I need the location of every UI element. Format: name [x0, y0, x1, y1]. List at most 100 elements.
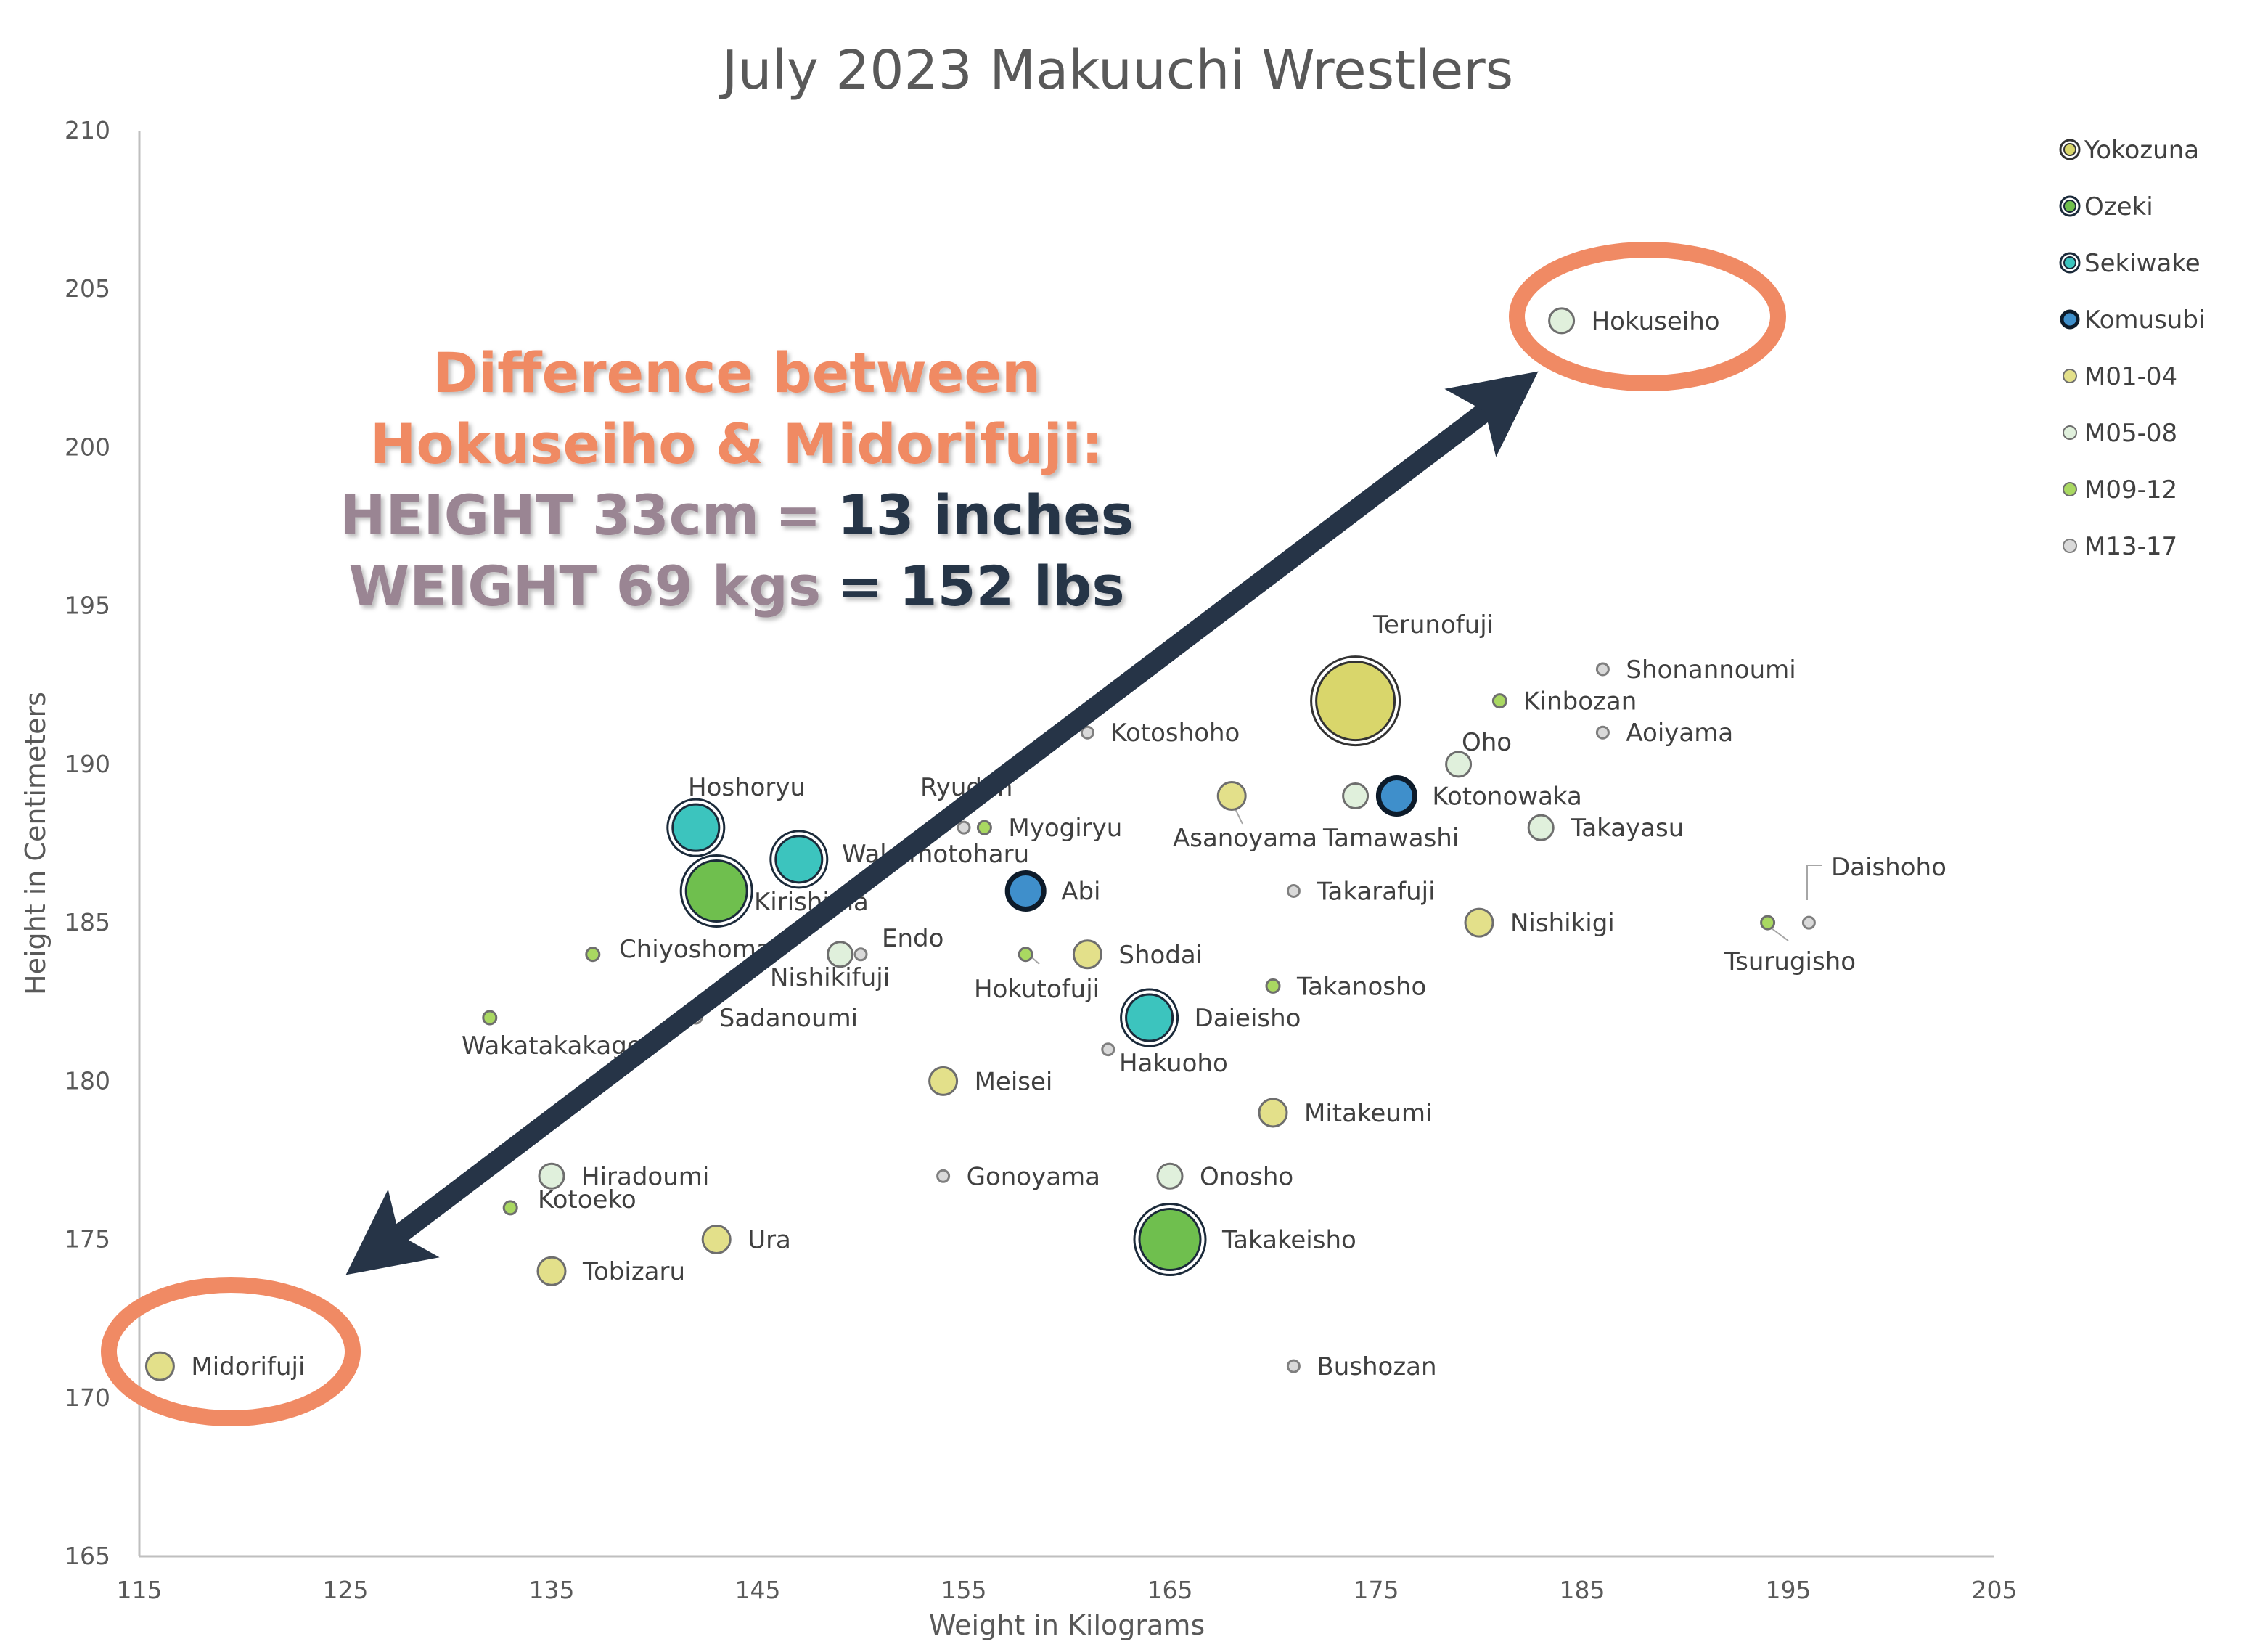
point-label-wakatakakage: Wakatakakage: [462, 1031, 642, 1060]
point-nishikigi: [1464, 907, 1494, 938]
point-label-tsurugisho: Tsurugisho: [1724, 947, 1856, 976]
point-label-daishoho: Daishoho: [1831, 853, 1946, 882]
point-label-mitakeumi: Mitakeumi: [1304, 1099, 1432, 1128]
y-tick-170: 170: [65, 1384, 110, 1412]
point-label-shonannoumi: Shonannoumi: [1626, 655, 1796, 684]
y-tick-165: 165: [65, 1542, 110, 1570]
point-gonoyama: [936, 1169, 951, 1183]
legend-item-m09-12: M09-12: [2063, 475, 2177, 504]
point-label-kotoshoho: Kotoshoho: [1110, 719, 1240, 748]
point-label-tobizaru: Tobizaru: [582, 1257, 685, 1286]
annotation-weight: WEIGHT 69 kgs = 152 lbs: [348, 554, 1124, 618]
annotation-line-2: Hokuseiho & Midorifuji:: [370, 412, 1103, 476]
annotation-height-label: HEIGHT 33cm: [340, 483, 759, 547]
point-terunofuji: [1315, 661, 1396, 742]
point-label-takanosho: Takanosho: [1296, 972, 1426, 1001]
legend-marker-m05-08: [2063, 425, 2077, 440]
point-hokutofuji: [1018, 947, 1033, 963]
point-label-nishikifuji: Nishikifuji: [770, 963, 890, 992]
annotation-weight-eq: =: [837, 554, 883, 618]
point-chiyoshoma: [585, 947, 601, 963]
annotation-height-eq: =: [775, 483, 822, 547]
legend-label-yokozuna: Yokozuna: [2084, 136, 2199, 165]
point-takanosho: [1265, 978, 1281, 994]
point-label-nishikigi: Nishikigi: [1510, 909, 1615, 938]
point-hoshoryu: [671, 803, 721, 852]
point-label-kotonowaka: Kotonowaka: [1432, 782, 1581, 812]
annotation-height: HEIGHT 33cm = 13 inches: [340, 483, 1134, 547]
x-tick-165: 165: [1147, 1576, 1193, 1604]
legend-item-m05-08: M05-08: [2063, 419, 2177, 448]
point-label-oho: Oho: [1462, 728, 1512, 757]
point-label-meisei: Meisei: [975, 1067, 1053, 1096]
point-midorifuji: [144, 1351, 175, 1381]
legend-item-m01-04: M01-04: [2063, 362, 2177, 391]
point-label-bushozan: Bushozan: [1317, 1352, 1436, 1381]
x-tick-145: 145: [735, 1576, 781, 1604]
point-label-hokuseiho: Hokuseiho: [1592, 307, 1720, 336]
point-label-hoshoryu: Hoshoryu: [688, 773, 806, 802]
y-tick-180: 180: [65, 1066, 110, 1095]
legend-marker-komusubi: [2060, 309, 2080, 330]
point-kinbozan: [1491, 693, 1507, 709]
x-tick-185: 185: [1560, 1576, 1605, 1604]
point-label-onosho: Onosho: [1200, 1162, 1293, 1191]
x-tick-labels: 115 125 135 145 155 165 175 185 195 205: [117, 1576, 2018, 1604]
point-tsurugisho: [1760, 915, 1776, 931]
annotation-weight-label: WEIGHT 69 kgs: [348, 554, 821, 618]
point-bushozan: [1286, 1359, 1301, 1373]
legend-label-m05-08: M05-08: [2084, 419, 2177, 448]
y-tick-195: 195: [65, 592, 110, 620]
point-endo: [853, 947, 868, 962]
point-hokuseiho: [1548, 307, 1576, 335]
chart-title: July 2023 Makuuchi Wrestlers: [719, 39, 1514, 102]
legend-item-sekiwake: Sekiwake: [2059, 249, 2201, 278]
point-label-takakeisho: Takakeisho: [1221, 1226, 1356, 1255]
point-kotonowaka: [1375, 775, 1417, 817]
point-kotoeko: [502, 1200, 518, 1216]
point-label-kotoeko: Kotoeko: [538, 1185, 636, 1214]
legend: Yokozuna Ozeki Sekiwake Komusubi M01-04 M05-0…: [2059, 136, 2205, 561]
annotation-height-value: 13 inches: [838, 483, 1134, 547]
point-tobizaru: [536, 1256, 567, 1286]
point-takakeisho: [1138, 1208, 1202, 1272]
point-label-shodai: Shodai: [1118, 941, 1203, 970]
annotation-text: Difference between Hokuseiho & Midorifuj…: [340, 340, 1134, 618]
y-tick-210: 210: [65, 116, 110, 144]
legend-item-komusubi: Komusubi: [2060, 306, 2205, 335]
point-label-wakamotoharu: Wakamotoharu: [842, 840, 1029, 869]
y-axis-title: Height in Centimeters: [20, 692, 52, 995]
x-tick-125: 125: [323, 1576, 369, 1604]
point-label-tamawashi: Tamawashi: [1322, 824, 1459, 853]
point-meisei: [928, 1066, 959, 1096]
point-daieisho: [1125, 993, 1174, 1042]
point-tamawashi: [1342, 782, 1370, 810]
annotation-line-1: Difference between: [433, 340, 1041, 405]
y-tick-175: 175: [65, 1225, 110, 1254]
y-tick-205: 205: [65, 274, 110, 303]
point-label-endo: Endo: [882, 924, 943, 953]
legend-label-m09-12: M09-12: [2084, 475, 2177, 504]
point-abi: [1004, 870, 1047, 912]
y-tick-200: 200: [65, 433, 110, 461]
point-label-takarafuji: Takarafuji: [1316, 877, 1435, 906]
x-axis-title: Weight in Kilograms: [929, 1609, 1205, 1641]
point-label-asanoyama: Asanoyama: [1173, 824, 1317, 853]
highlight-ellipse-hokuseiho: [1509, 242, 1786, 391]
y-tick-190: 190: [65, 750, 110, 778]
legend-marker-m01-04: [2063, 369, 2077, 383]
legend-label-komusubi: Komusubi: [2084, 306, 2205, 335]
legend-marker-ozeki: [2063, 200, 2076, 213]
legend-label-sekiwake: Sekiwake: [2084, 249, 2201, 278]
leader-lines: [1027, 655, 1822, 965]
point-asanoyama: [1216, 781, 1247, 812]
point-label-aoiyama: Aoiyama: [1626, 719, 1733, 748]
point-label-terunofuji: Terunofuji: [1372, 610, 1494, 639]
point-mitakeumi: [1258, 1098, 1288, 1128]
point-label-takayasu: Takayasu: [1570, 814, 1684, 843]
point-label-ura: Ura: [748, 1226, 791, 1255]
legend-label-m01-04: M01-04: [2084, 362, 2177, 391]
point-takayasu: [1527, 814, 1555, 841]
x-tick-135: 135: [529, 1576, 575, 1604]
